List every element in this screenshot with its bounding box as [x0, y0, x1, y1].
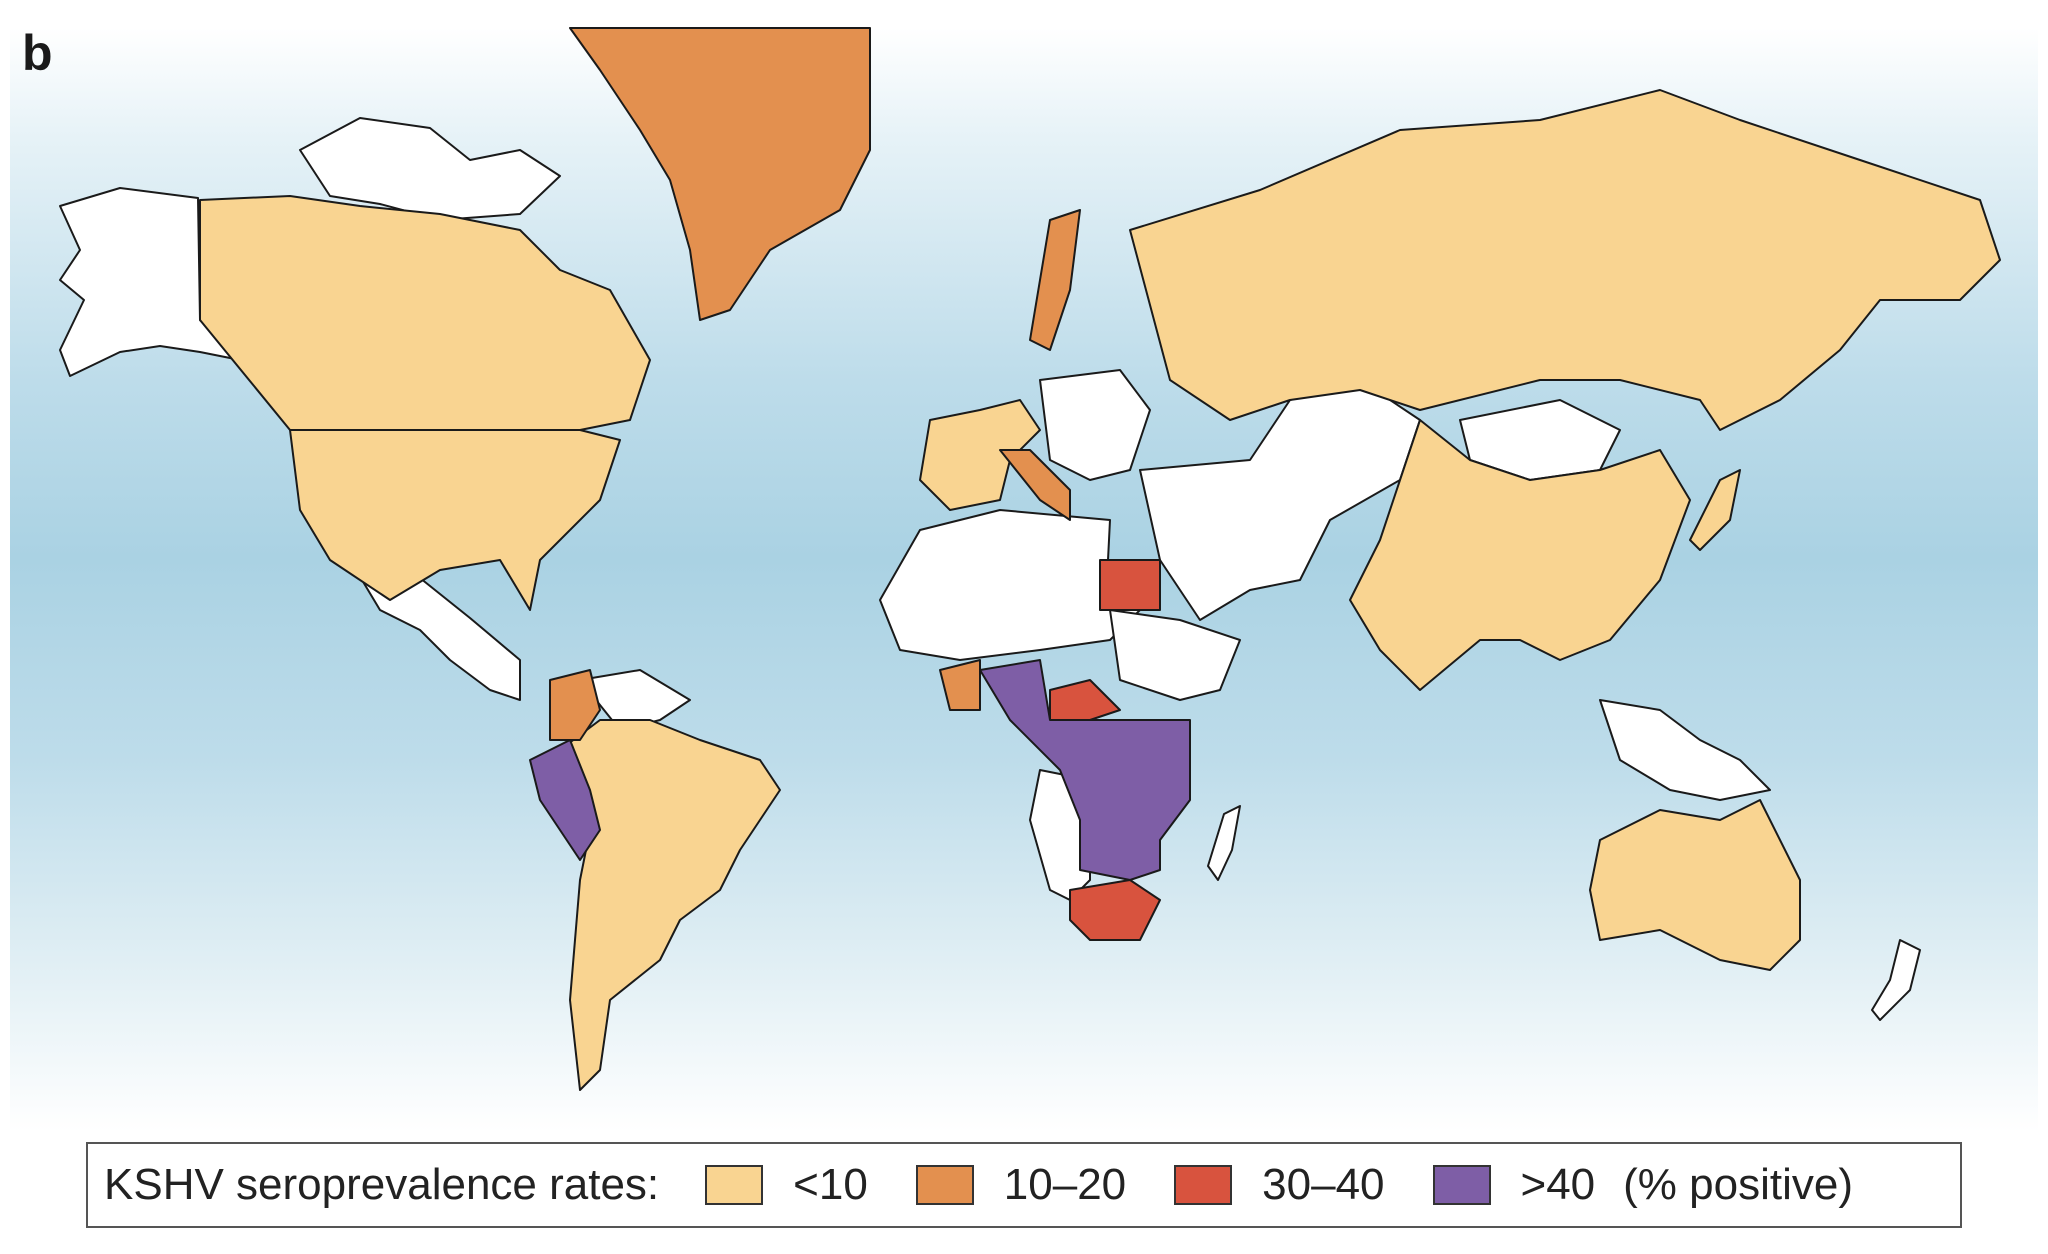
region-europe-east — [1039, 369, 1151, 481]
region-russia — [1129, 89, 2001, 431]
legend-label-lt10: <10 — [793, 1160, 868, 1209]
region-west-africa-10-20 — [939, 659, 981, 711]
legend-unit: (% positive) — [1623, 1160, 1853, 1209]
region-southeast-asia-islands — [1599, 699, 1771, 801]
region-canada — [199, 195, 651, 431]
panel-letter: b — [22, 25, 53, 81]
region-japan — [1689, 469, 1741, 551]
legend-label-30-40: 30–40 — [1262, 1160, 1385, 1209]
region-peru — [529, 739, 601, 861]
region-alaska — [59, 187, 241, 377]
region-south-africa — [1069, 879, 1161, 941]
region-central-africa — [1109, 609, 1241, 701]
region-china-india — [1349, 419, 1691, 691]
region-south-america — [559, 719, 781, 1091]
region-central-african-republic — [1049, 679, 1121, 721]
region-sweden — [1029, 209, 1081, 351]
legend-swatch-30-40 — [1174, 1165, 1233, 1205]
legend-item-10-20: 10–20 — [915, 1160, 1127, 1210]
region-egypt — [1099, 559, 1161, 611]
legend-item-gt40: >40 — [1432, 1160, 1596, 1210]
region-new-zealand — [1871, 939, 1921, 1021]
region-greenland — [569, 27, 871, 321]
region-madagascar — [1207, 805, 1241, 881]
legend-label-gt40: >40 — [1520, 1160, 1596, 1209]
region-arctic-islands — [299, 117, 561, 221]
legend-label-10-20: 10–20 — [1003, 1160, 1127, 1209]
region-colombia — [549, 669, 601, 741]
region-italy-greece — [999, 449, 1071, 521]
region-australia — [1589, 799, 1801, 971]
legend-swatch-gt40 — [1432, 1165, 1491, 1205]
legend-swatch-10-20 — [915, 1165, 974, 1205]
legend-swatch-lt10 — [705, 1165, 764, 1205]
legend-title: KSHV seroprevalence rates: — [104, 1160, 660, 1209]
legend-item-30-40: 30–40 — [1174, 1160, 1385, 1210]
region-north-africa — [879, 509, 1141, 661]
region-middle-east-central-asia — [1139, 379, 1421, 621]
region-east-central-africa-gt40 — [979, 659, 1191, 881]
legend-item-lt10: <10 — [705, 1160, 868, 1210]
region-usa — [289, 429, 621, 611]
legend: KSHV seroprevalence rates: <10 10–20 30–… — [86, 1142, 1962, 1228]
